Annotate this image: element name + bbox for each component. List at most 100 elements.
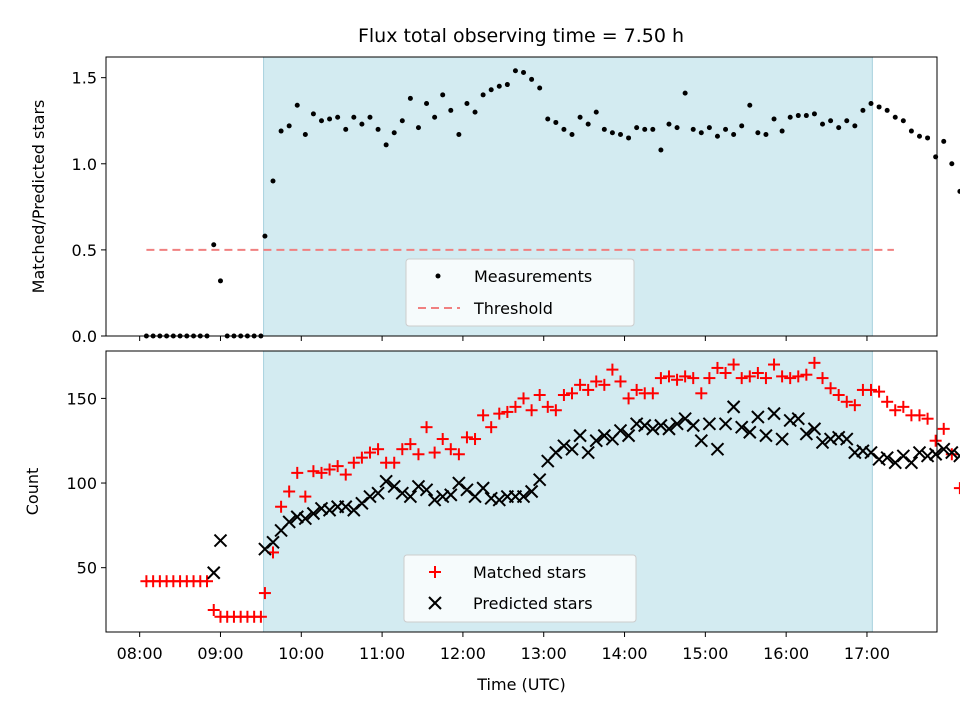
predicted-star-point [815, 435, 830, 450]
matched-star-point [590, 375, 603, 388]
legend-matched-stars-marker [429, 566, 441, 578]
predicted-star-point [799, 427, 814, 441]
measurement-point [836, 125, 842, 131]
matched-star-point [412, 448, 425, 461]
measurement-point [626, 135, 632, 141]
predicted-star-point [427, 493, 442, 507]
legend-predicted-stars-marker [428, 596, 442, 610]
measurement-point [480, 92, 486, 98]
measurement-point [302, 132, 308, 137]
matched-star-point [428, 446, 441, 459]
measurement-point [763, 132, 769, 137]
measurement-point [642, 126, 648, 132]
matched-star-point [873, 385, 886, 398]
measurement-point [634, 125, 640, 131]
measurement-point [529, 76, 535, 82]
predicted-star-point [718, 417, 733, 431]
matched-star-point [574, 378, 587, 391]
measurement-point [731, 132, 737, 137]
measurement-point [375, 126, 381, 132]
top-marks [143, 68, 960, 339]
measurement-point [310, 111, 316, 117]
predicted-star-point [213, 533, 228, 548]
matched-star-point [307, 465, 320, 478]
predicted-star-point [524, 484, 539, 499]
measurement-point [537, 85, 543, 91]
predicted-star-point [557, 439, 571, 453]
measurement-point [682, 90, 688, 96]
measurement-point [577, 114, 583, 120]
predicted-star-point [662, 422, 676, 436]
measurement-point [464, 101, 470, 106]
matched-star-point [776, 370, 789, 383]
matched-star-point [832, 389, 845, 402]
measurement-point [747, 102, 753, 108]
predicted-star-point [207, 566, 221, 580]
measurement-point [698, 130, 704, 136]
measurement-point [456, 132, 462, 137]
matched-star-point [339, 468, 352, 481]
measurement-point [561, 126, 567, 132]
matched-star-point [485, 421, 498, 434]
predicted-star-point [937, 442, 951, 456]
matched-star-point [711, 361, 724, 374]
predicted-star-point [629, 417, 644, 431]
measurement-point [504, 82, 510, 88]
measurement-point [553, 119, 559, 125]
matched-star-point [549, 404, 562, 417]
measurement-point [278, 128, 284, 134]
matched-star-point [501, 405, 514, 418]
predicted-star-point [840, 432, 854, 446]
measurement-point [900, 118, 906, 124]
measurement-point [601, 126, 607, 132]
predicted-star-point [791, 412, 805, 426]
matched-star-point [840, 395, 853, 408]
measurement-point [714, 133, 720, 139]
predicted-star-point [654, 418, 668, 433]
measurement-point [787, 114, 793, 120]
measurement-point [359, 121, 365, 127]
top-x-ticks [139, 336, 868, 341]
matched-star-point [662, 370, 675, 383]
matched-star-point [517, 392, 530, 405]
measurement-point [569, 132, 575, 137]
matched-star-point [533, 389, 546, 402]
measurement-point [820, 121, 826, 127]
matched-star-point [848, 399, 861, 412]
matched-star-point [525, 404, 538, 417]
matched-star-point [751, 367, 764, 380]
predicted-star-point [823, 432, 838, 446]
matched-star-point [254, 610, 267, 623]
measurement-point [496, 83, 502, 89]
matched-star-point [929, 434, 942, 447]
matched-star-point [889, 404, 902, 417]
predicted-star-point [419, 483, 434, 497]
predicted-star-point [920, 449, 935, 463]
legend-predicted-stars-label: Predicted stars [473, 594, 593, 613]
measurement-point [318, 118, 324, 124]
measurement-point [440, 92, 446, 98]
bottom-marks [140, 356, 960, 623]
matched-star-point [201, 575, 214, 588]
measurement-point [723, 126, 729, 132]
matched-star-point [865, 383, 878, 396]
predicted-star-point [476, 481, 490, 495]
matched-star-point [275, 500, 288, 513]
predicted-star-point [411, 479, 426, 494]
matched-star-point [299, 490, 312, 503]
matched-star-point [509, 400, 522, 413]
bottom-y-tick-label: 100 [66, 474, 97, 493]
measurement-point [211, 242, 217, 248]
measurement-point [472, 109, 478, 115]
matched-star-point [372, 443, 385, 456]
predicted-star-point [306, 506, 321, 521]
predicted-star-point [436, 489, 450, 504]
matched-star-point [606, 363, 619, 376]
matched-star-point [460, 431, 473, 444]
measurement-point [521, 70, 527, 75]
predicted-star-point [339, 500, 353, 514]
predicted-star-point [904, 456, 919, 470]
matched-star-point [679, 370, 692, 383]
legend-measurements-marker [435, 273, 441, 279]
matched-star-point [671, 373, 684, 386]
